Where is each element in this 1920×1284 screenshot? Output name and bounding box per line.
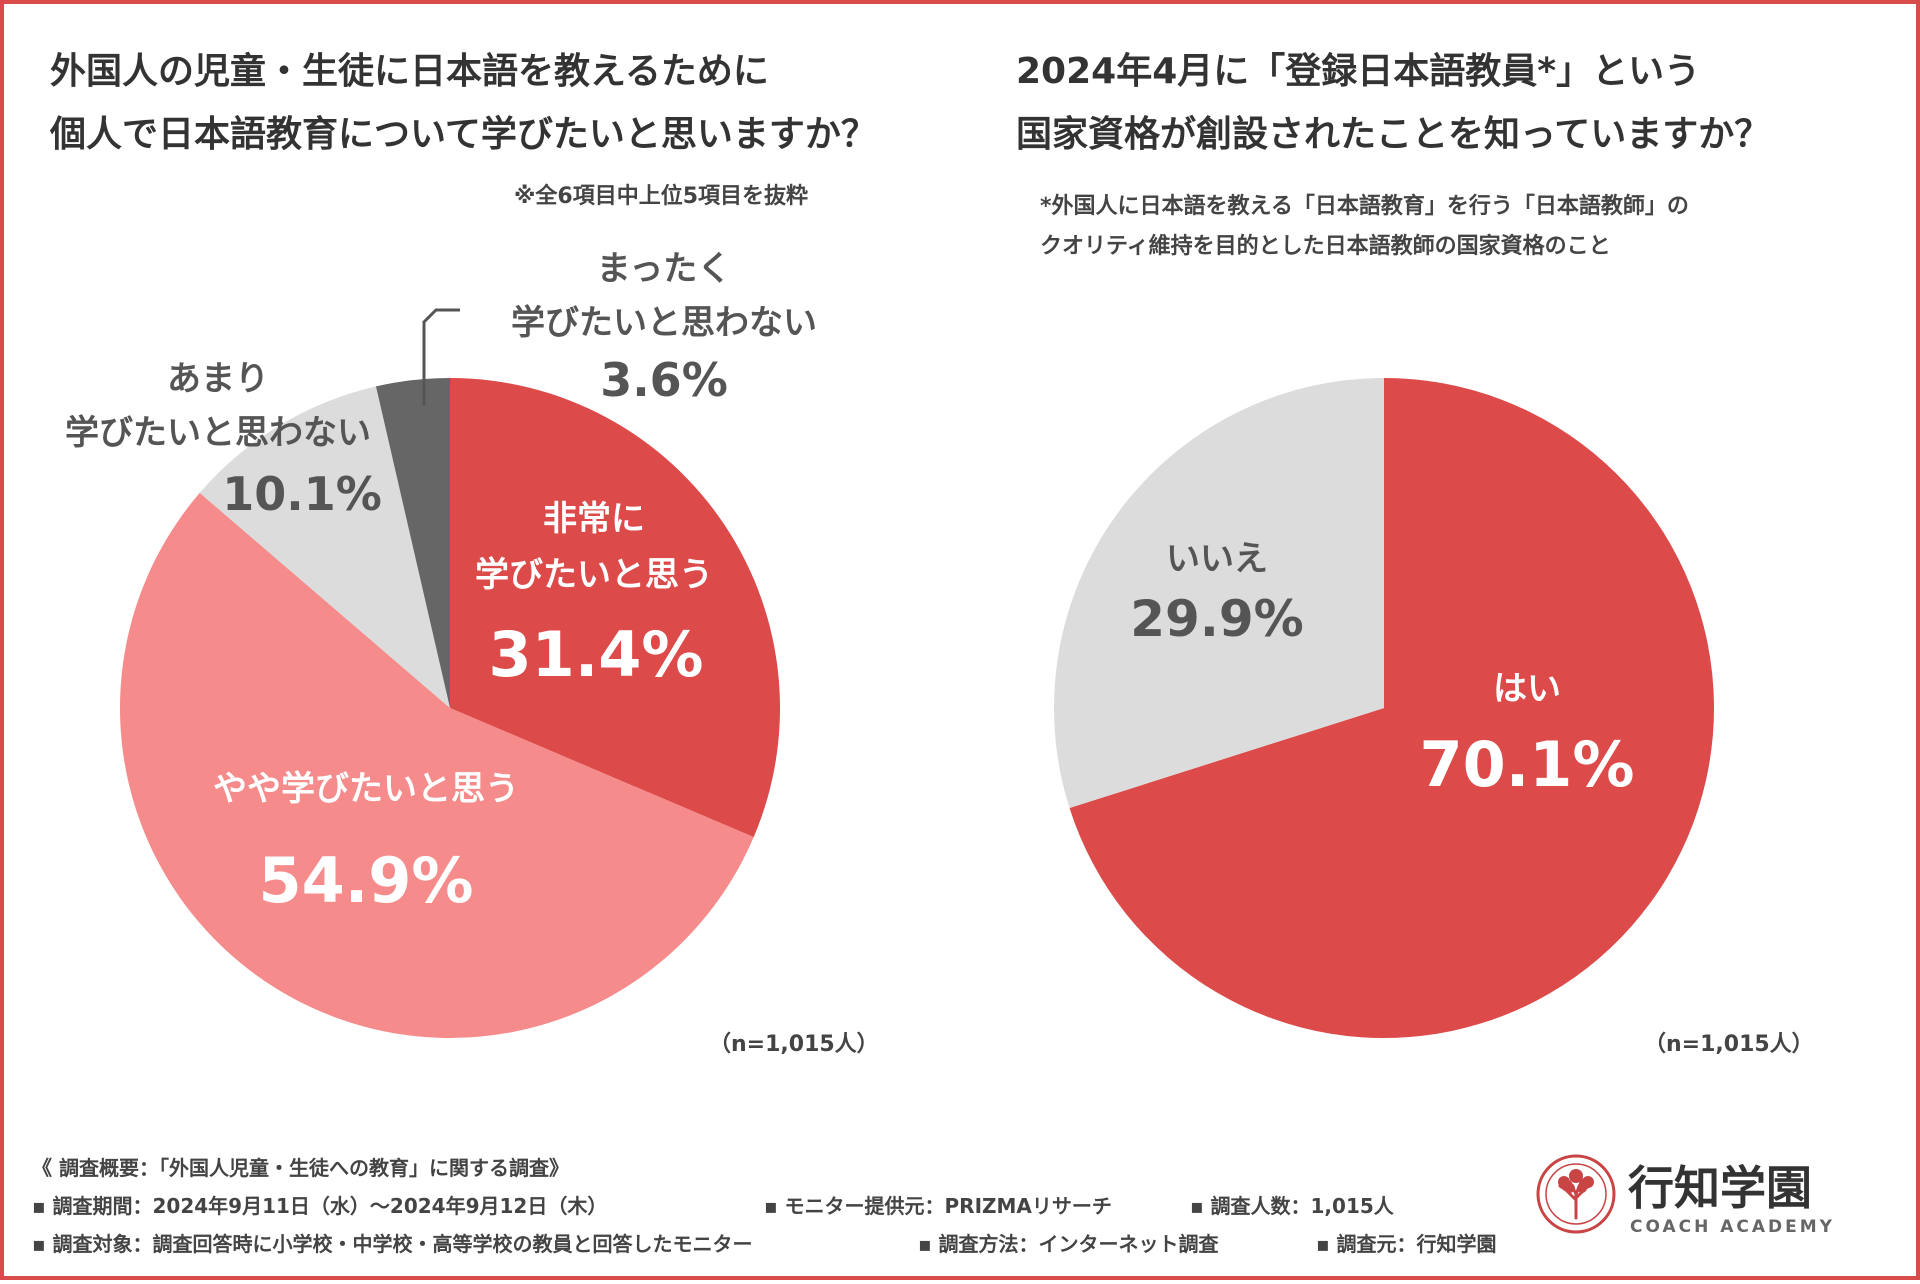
pie0-slice-0-label-0: 非常に xyxy=(543,499,645,539)
pie0-slice-2 xyxy=(199,386,450,708)
footer-target: ▪ 調査対象：調査回答時に小学校・中学校・高等学校の教員と回答したモニター xyxy=(32,1232,753,1256)
footer-provider: ▪ モニター提供元：PRIZMAリサーチ xyxy=(764,1194,1112,1218)
right-chart-note-line2: クオリティ維持を目的とした日本語教師の国家資格のこと xyxy=(1040,234,1611,259)
pie1-slice-0-label-0: はい xyxy=(1493,669,1561,709)
left-chart-note: ※全6項目中上位5項目を抜粋 xyxy=(514,184,809,209)
pie0-slice-3-label-0: まったく xyxy=(597,249,732,289)
pie0-slice-1-label-0: やや学びたいと思う xyxy=(213,769,519,809)
footer-source: ▪ 調査元：行知学園 xyxy=(1316,1232,1497,1256)
leader-line xyxy=(422,308,460,406)
right-chart-title-line2: 国家資格が創設されたことを知っていますか？ xyxy=(1016,114,1771,155)
pie-labels: 非常に学びたいと思う31.4%やや学びたいと思う54.9%あまり学びたいと思わな… xyxy=(65,249,1635,917)
pie0-slice-0 xyxy=(450,378,780,838)
pie0-slice-3-percent: 3.6% xyxy=(600,353,728,407)
footer-count: ▪ 調査人数：1,015人 xyxy=(1190,1194,1394,1218)
logo-name: 行知学園 xyxy=(1628,1161,1812,1215)
pie1-slice-0 xyxy=(1069,378,1715,1038)
pie1-slice-1 xyxy=(1054,378,1384,809)
left-chart-title-line1: 外国人の児童・生徒に日本語を教えるために xyxy=(50,51,769,92)
logo-subtitle: COACH ACADEMY xyxy=(1630,1217,1835,1237)
logo-seal-inner xyxy=(1545,1163,1607,1225)
pie-chart-right xyxy=(1054,378,1715,1038)
right-chart-sample-size: （n=1,015人） xyxy=(1644,1032,1814,1057)
charts-svg: 非常に学びたいと思う31.4%やや学びたいと思う54.9%あまり学びたいと思わな… xyxy=(65,249,1715,1039)
pie0-slice-2-percent: 10.1% xyxy=(222,467,382,521)
footer-heading: 《 調査概要：「外国人児童・生徒への教育」に関する調査》 xyxy=(32,1156,569,1180)
pie0-slice-2-label-1: 学びたいと思わない xyxy=(65,413,371,453)
footer-method: ▪ 調査方法：インターネット調査 xyxy=(918,1232,1219,1256)
pie1-slice-0-percent: 70.1% xyxy=(1419,728,1634,801)
pie0-slice-0-label-1: 学びたいと思う xyxy=(475,555,713,595)
pie0-slice-2-label-0: あまり xyxy=(167,359,269,399)
pie0-slice-1-percent: 54.9% xyxy=(258,844,473,917)
logo-seal-icon xyxy=(1536,1154,1616,1234)
left-chart-title-line2: 個人で日本語教育について学びたいと思いますか？ xyxy=(50,114,877,155)
left-chart-sample-size: （n=1,015人） xyxy=(709,1032,879,1057)
coach-academy-logo: 行知学園 COACH ACADEMY xyxy=(1536,1154,1835,1237)
pie1-slice-1-percent: 29.9% xyxy=(1130,590,1303,648)
pie0-slice-0-percent: 31.4% xyxy=(488,618,703,691)
pie0-slice-1 xyxy=(119,492,754,1039)
footer-period: ▪ 調査期間：2024年9月11日（水）～2024年9月12日（木） xyxy=(32,1194,608,1218)
pie1-slice-1-label-0: いいえ xyxy=(1166,539,1268,579)
pie0-slice-3 xyxy=(375,378,450,708)
right-chart-title-line1: 2024年4月に「登録日本語教員*」という xyxy=(1016,51,1701,92)
right-chart-note-line1: *外国人に日本語を教える「日本語教育」を行う「日本語教師」の xyxy=(1040,194,1689,219)
pie-chart-left xyxy=(119,378,780,1039)
pie0-slice-3-label-1: 学びたいと思わない xyxy=(511,303,817,343)
